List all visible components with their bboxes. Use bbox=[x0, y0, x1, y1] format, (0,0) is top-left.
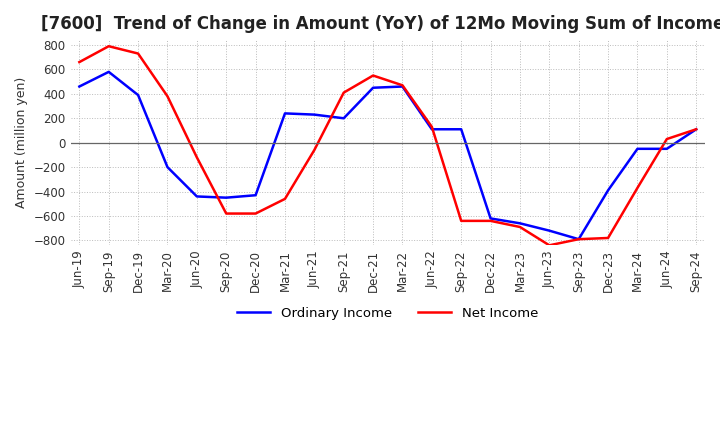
Net Income bbox=[369, 73, 377, 78]
Ordinary Income bbox=[692, 127, 701, 132]
Ordinary Income bbox=[575, 237, 583, 242]
Net Income bbox=[516, 224, 524, 230]
Ordinary Income bbox=[134, 92, 143, 98]
Ordinary Income bbox=[604, 188, 613, 193]
Title: [7600]  Trend of Change in Amount (YoY) of 12Mo Moving Sum of Incomes: [7600] Trend of Change in Amount (YoY) o… bbox=[41, 15, 720, 33]
Net Income bbox=[163, 94, 172, 99]
Ordinary Income bbox=[251, 193, 260, 198]
Ordinary Income bbox=[104, 69, 113, 74]
Line: Ordinary Income: Ordinary Income bbox=[79, 72, 696, 239]
Net Income bbox=[310, 147, 319, 153]
Net Income bbox=[104, 44, 113, 49]
Net Income bbox=[662, 136, 671, 142]
Net Income bbox=[604, 235, 613, 241]
Net Income bbox=[398, 83, 407, 88]
Net Income bbox=[75, 59, 84, 65]
Net Income bbox=[457, 218, 466, 224]
Ordinary Income bbox=[163, 165, 172, 170]
Legend: Ordinary Income, Net Income: Ordinary Income, Net Income bbox=[232, 301, 544, 325]
Ordinary Income bbox=[545, 228, 554, 233]
Ordinary Income bbox=[75, 84, 84, 89]
Ordinary Income bbox=[398, 84, 407, 89]
Net Income bbox=[545, 243, 554, 248]
Ordinary Income bbox=[222, 195, 230, 200]
Net Income bbox=[575, 237, 583, 242]
Line: Net Income: Net Income bbox=[79, 46, 696, 246]
Net Income bbox=[633, 185, 642, 191]
Ordinary Income bbox=[281, 111, 289, 116]
Ordinary Income bbox=[486, 216, 495, 221]
Net Income bbox=[251, 211, 260, 216]
Ordinary Income bbox=[457, 127, 466, 132]
Net Income bbox=[339, 90, 348, 95]
Net Income bbox=[192, 155, 201, 160]
Net Income bbox=[281, 196, 289, 202]
Net Income bbox=[222, 211, 230, 216]
Y-axis label: Amount (million yen): Amount (million yen) bbox=[15, 77, 28, 208]
Net Income bbox=[428, 124, 436, 129]
Ordinary Income bbox=[428, 127, 436, 132]
Ordinary Income bbox=[633, 146, 642, 151]
Net Income bbox=[692, 127, 701, 132]
Ordinary Income bbox=[339, 116, 348, 121]
Net Income bbox=[134, 51, 143, 56]
Net Income bbox=[486, 218, 495, 224]
Ordinary Income bbox=[192, 194, 201, 199]
Ordinary Income bbox=[662, 146, 671, 151]
Ordinary Income bbox=[310, 112, 319, 117]
Ordinary Income bbox=[369, 85, 377, 90]
Ordinary Income bbox=[516, 221, 524, 226]
